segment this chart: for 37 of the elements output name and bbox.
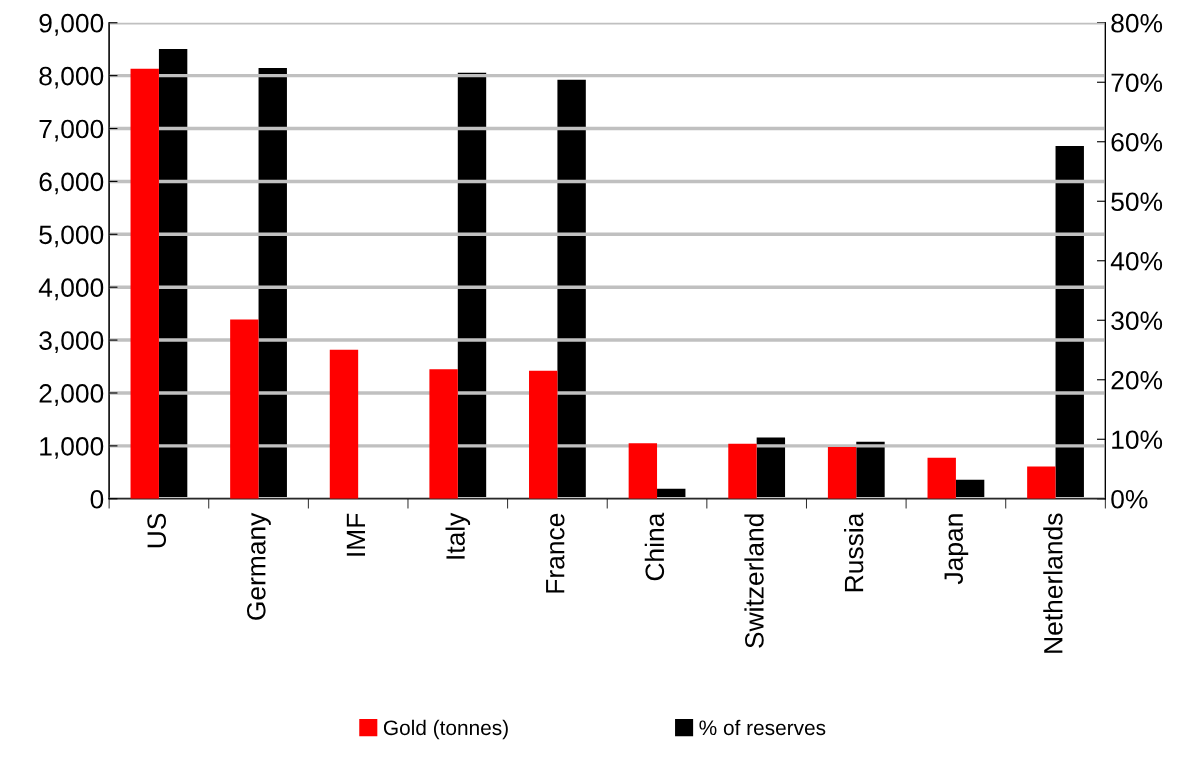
y-tick-label: 2,000 [39, 384, 104, 406]
y-tick-label: 5,000 [39, 225, 104, 248]
x-tick-label: US [147, 513, 167, 548]
x-tick-label: France [546, 513, 565, 593]
y-tick-label: 3,000 [39, 331, 104, 354]
y2-tick-label: 30% [1111, 311, 1163, 331]
y2-tick-label: 50% [1111, 192, 1163, 212]
bar [429, 369, 458, 499]
bar [329, 349, 359, 499]
y-tick-label: 9,000 [39, 13, 104, 36]
x-tick-label: Germany [246, 512, 271, 620]
x-tick-label: Japan [944, 514, 969, 585]
y2-tick-label: 80% [1111, 13, 1163, 33]
x-tick-label: Switzerland [744, 514, 764, 648]
y2-tick-label: 20% [1111, 370, 1163, 390]
y-tick-label: 8,000 [39, 66, 104, 89]
x-tick-label: Netherlands [1043, 513, 1063, 653]
y2-tick-label: 0% [1111, 489, 1148, 509]
y-tick-label: 4,000 [38, 278, 104, 301]
x-tick-label: China [644, 512, 665, 581]
y2-tick-label: 40% [1110, 251, 1163, 271]
y2-tick-label: 10% [1112, 430, 1163, 450]
bar [927, 457, 956, 499]
legend-label: Gold (tonnes) [383, 719, 508, 740]
y-tick-label: 1,000 [40, 437, 104, 459]
y-tick-label: 7,000 [39, 119, 104, 142]
y-tick-label: 6,000 [39, 172, 104, 195]
bar [628, 443, 658, 499]
y2-tick-label: 70% [1111, 73, 1163, 93]
bar [529, 370, 558, 499]
y2-tick-label: 60% [1111, 132, 1163, 152]
legend-label: % of reserves [699, 719, 826, 736]
x-tick-label: Italy [445, 512, 471, 559]
x-tick-label: Russia [843, 512, 864, 592]
x-tick-label: IMF [346, 513, 365, 556]
bar [1027, 466, 1056, 499]
y-tick-label: 0 [90, 489, 104, 509]
